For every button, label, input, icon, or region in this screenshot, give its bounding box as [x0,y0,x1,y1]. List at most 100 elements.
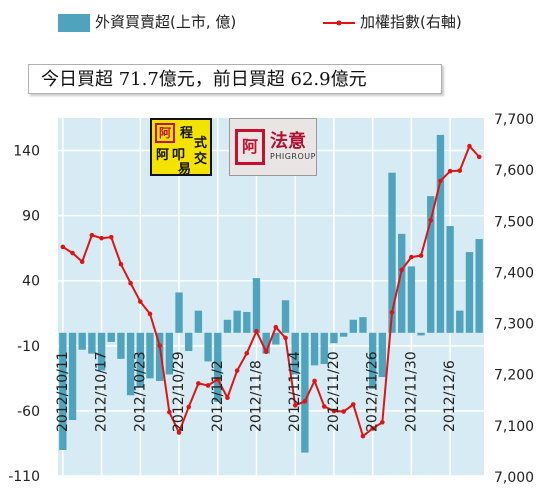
logo-box-char: 阿 [155,123,175,143]
logo-char: 叩 [172,148,186,163]
bar [398,233,406,333]
right-tick-label: 7,000 [494,470,534,486]
x-tick-label: 2012/10/23 [132,351,148,432]
bar [330,332,338,344]
right-tick-label: 7,100 [494,419,534,435]
index-point [60,244,66,250]
bar [291,332,299,375]
right-tick-label: 7,500 [494,214,534,230]
bar [320,332,328,365]
index-point [273,324,279,330]
phigroup-sub: PHIGROUP [270,152,316,161]
logo-char: 程 [180,126,194,141]
index-point [147,311,153,317]
x-tick-label: 2012/11/20 [326,351,342,432]
bar [88,332,96,354]
x-tick-label: 2012/11/8 [248,360,264,432]
bar [126,332,135,396]
bar [272,332,280,345]
index-point [167,409,172,415]
left-tick-label: -110 [8,469,40,485]
bar [175,292,183,333]
legend-line-label: 加權指數(右軸) [360,13,462,31]
bar [146,332,154,379]
bar [475,239,483,333]
bar [388,172,396,333]
right-tick-label: 7,700 [494,112,534,128]
index-point [438,178,443,184]
left-tick-label: 140 [13,144,40,160]
index-point [312,378,317,384]
bar [214,332,222,402]
x-tick-label: 2012/11/14 [287,351,303,432]
index-point [418,253,424,258]
bar [136,332,144,388]
x-tick-label: 2012/11/26 [365,351,381,432]
index-point [380,420,385,425]
bar [165,332,174,375]
bar [368,332,377,389]
bar [427,196,435,333]
index-line [62,144,480,438]
x-tick-label: 2012/10/17 [94,351,110,432]
bar [301,332,309,453]
bar [378,332,387,378]
left-tick-label: 90 [22,209,40,225]
index-point [234,368,240,373]
bar [194,310,203,333]
right-tick-label: 7,300 [494,317,534,333]
bar [155,332,164,381]
left-axis-ticks: 140 90 40 -10 -60 -110 [8,144,40,485]
phigroup-name: 法意 [270,131,306,152]
legend-bar-swatch [58,14,90,32]
phigroup-mark: 阿 [235,129,265,165]
bar [97,332,106,371]
index-point [457,168,463,173]
bar [417,332,425,336]
right-tick-label: 7,600 [494,163,534,179]
index-point [360,433,366,439]
x-tick-label: 2012/10/11 [55,351,71,432]
bar [436,134,445,333]
legend-line-swatch [323,20,355,26]
index-point [292,403,298,408]
right-tick-label: 7,200 [494,368,534,384]
x-tick-label: 2012/11/30 [403,351,419,432]
headline-box: 今日買超 71.7億元，前日買超 62.9億元 [28,64,442,94]
left-tick-label: -10 [17,339,40,355]
bar [456,310,464,333]
x-axis-tick-labels: 2012/10/11 2012/10/17 2012/10/23 2012/10/29… [55,351,458,432]
bar [446,226,454,333]
bar [204,332,212,362]
index-point [196,381,201,386]
left-tick-label: 40 [22,274,40,290]
index-point [108,234,114,240]
bar [223,319,232,333]
bar [359,317,367,333]
index-point [137,299,143,304]
right-tick-label: 7,400 [494,265,534,281]
logo-char: 式 [194,136,208,151]
index-point [467,143,472,149]
index-point [341,409,346,414]
index-point [157,343,162,348]
bar [310,332,319,366]
index-point [428,217,434,223]
bar [349,319,357,333]
bar [59,332,67,450]
phigroup-logo: 阿 法意 PHIGROUP [229,118,317,176]
index-point [447,168,453,174]
index-line-series [60,143,482,439]
bar [339,332,348,337]
index-point [331,408,337,414]
index-point [399,267,405,273]
index-point [118,261,124,267]
index-point [176,430,182,435]
index-point [244,350,250,356]
index-point [302,399,308,404]
left-tick-label: -60 [17,404,40,420]
index-point [205,383,211,388]
index-point [263,349,269,355]
logo-char: 交 [194,152,208,167]
